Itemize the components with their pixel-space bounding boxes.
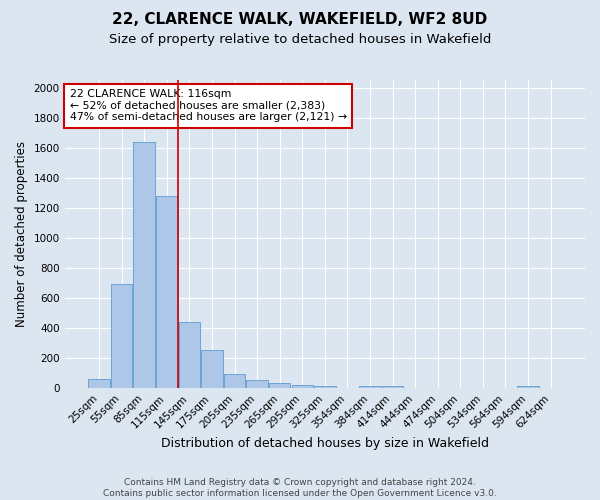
Bar <box>156 196 178 388</box>
Text: Size of property relative to detached houses in Wakefield: Size of property relative to detached ho… <box>109 32 491 46</box>
Bar <box>111 284 133 389</box>
Bar <box>224 374 245 388</box>
Text: 22, CLARENCE WALK, WAKEFIELD, WF2 8UD: 22, CLARENCE WALK, WAKEFIELD, WF2 8UD <box>112 12 488 28</box>
Bar <box>517 386 539 388</box>
Bar <box>269 383 290 388</box>
Y-axis label: Number of detached properties: Number of detached properties <box>15 141 28 327</box>
Bar <box>382 386 403 388</box>
Bar <box>359 386 381 388</box>
Bar <box>179 322 200 388</box>
Bar <box>133 142 155 388</box>
Bar <box>201 350 223 389</box>
Text: Contains HM Land Registry data © Crown copyright and database right 2024.
Contai: Contains HM Land Registry data © Crown c… <box>103 478 497 498</box>
Text: 22 CLARENCE WALK: 116sqm
← 52% of detached houses are smaller (2,383)
47% of sem: 22 CLARENCE WALK: 116sqm ← 52% of detach… <box>70 90 347 122</box>
Bar <box>247 380 268 388</box>
Bar <box>292 385 313 388</box>
Bar <box>314 386 335 388</box>
X-axis label: Distribution of detached houses by size in Wakefield: Distribution of detached houses by size … <box>161 437 489 450</box>
Bar <box>88 378 110 388</box>
